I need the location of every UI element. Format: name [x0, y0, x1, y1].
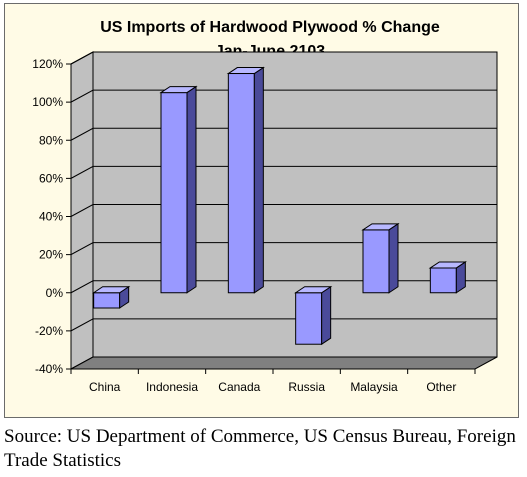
- x-tick-label: Canada: [218, 380, 260, 394]
- bar-front-china: [94, 293, 120, 308]
- bar-front-indonesia: [161, 93, 187, 293]
- source-note: Source: US Department of Commerce, US Ce…: [4, 425, 524, 473]
- bar-front-other: [430, 268, 456, 293]
- bar-side-canada: [254, 68, 263, 293]
- x-tick-label: Malaysia: [350, 380, 398, 394]
- y-tick-label: 80%: [39, 133, 63, 147]
- x-tick-label: Russia: [288, 380, 325, 394]
- chart-floor: [71, 357, 497, 369]
- bar-side-malaysia: [389, 224, 398, 293]
- chart-frame: US Imports of Hardwood Plywood % Change …: [4, 3, 519, 418]
- y-tick-label: -40%: [35, 362, 63, 376]
- x-tick-label: Other: [426, 380, 456, 394]
- y-tick-label: 120%: [32, 57, 63, 71]
- bar-chart: US Imports of Hardwood Plywood % Change …: [5, 4, 520, 419]
- x-tick-label: Indonesia: [146, 380, 198, 394]
- bar-side-russia: [322, 287, 331, 344]
- y-tick-label: 60%: [39, 171, 63, 185]
- plot-area: -40% -20% 0% 20% 40% 60% 80% 100% 120% China Indon…: [32, 52, 497, 394]
- y-tick-label: 100%: [32, 95, 63, 109]
- chart-title: US Imports of Hardwood Plywood % Change: [100, 19, 440, 36]
- bar-front-malaysia: [363, 230, 389, 293]
- y-tick-label: 0%: [46, 286, 64, 300]
- bar-side-indonesia: [187, 87, 196, 293]
- y-tick-label: -20%: [35, 324, 63, 338]
- bar-front-canada: [228, 74, 254, 293]
- y-tick-label: 20%: [39, 248, 63, 262]
- y-tick-label: 40%: [39, 210, 63, 224]
- x-tick-label: China: [89, 380, 121, 394]
- bar-front-russia: [296, 293, 322, 344]
